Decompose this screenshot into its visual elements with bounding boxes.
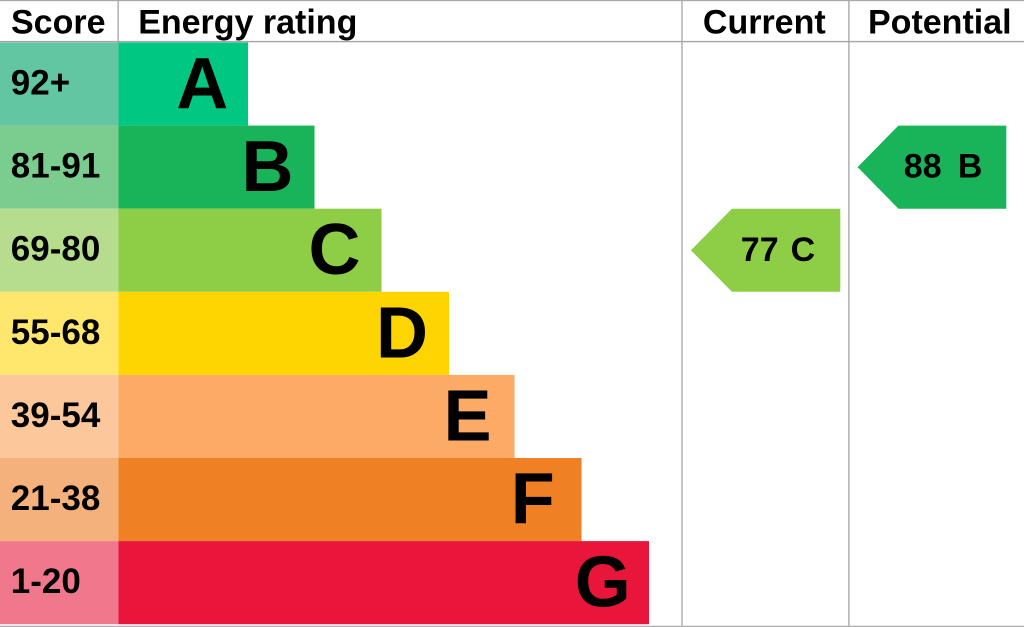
svg-text:G: G — [575, 543, 631, 623]
svg-text:81-91: 81-91 — [11, 147, 101, 186]
svg-text:E: E — [443, 376, 491, 456]
svg-text:55-68: 55-68 — [11, 313, 101, 352]
svg-text:77: 77 — [741, 231, 779, 269]
svg-text:92+: 92+ — [11, 64, 70, 103]
svg-text:B: B — [242, 127, 294, 207]
svg-text:21-38: 21-38 — [11, 479, 101, 518]
svg-text:Energy rating: Energy rating — [138, 4, 357, 42]
svg-text:Score: Score — [11, 4, 106, 42]
svg-text:Potential: Potential — [868, 4, 1012, 42]
svg-text:D: D — [376, 293, 428, 373]
svg-text:C: C — [309, 210, 361, 290]
svg-text:B: B — [958, 147, 983, 185]
svg-text:1-20: 1-20 — [11, 562, 81, 601]
svg-text:A: A — [176, 44, 228, 124]
svg-text:69-80: 69-80 — [11, 230, 101, 269]
svg-text:Current: Current — [703, 4, 826, 42]
svg-text:88: 88 — [904, 147, 942, 185]
svg-text:F: F — [511, 460, 555, 540]
svg-text:C: C — [791, 231, 816, 269]
svg-text:39-54: 39-54 — [11, 396, 101, 435]
